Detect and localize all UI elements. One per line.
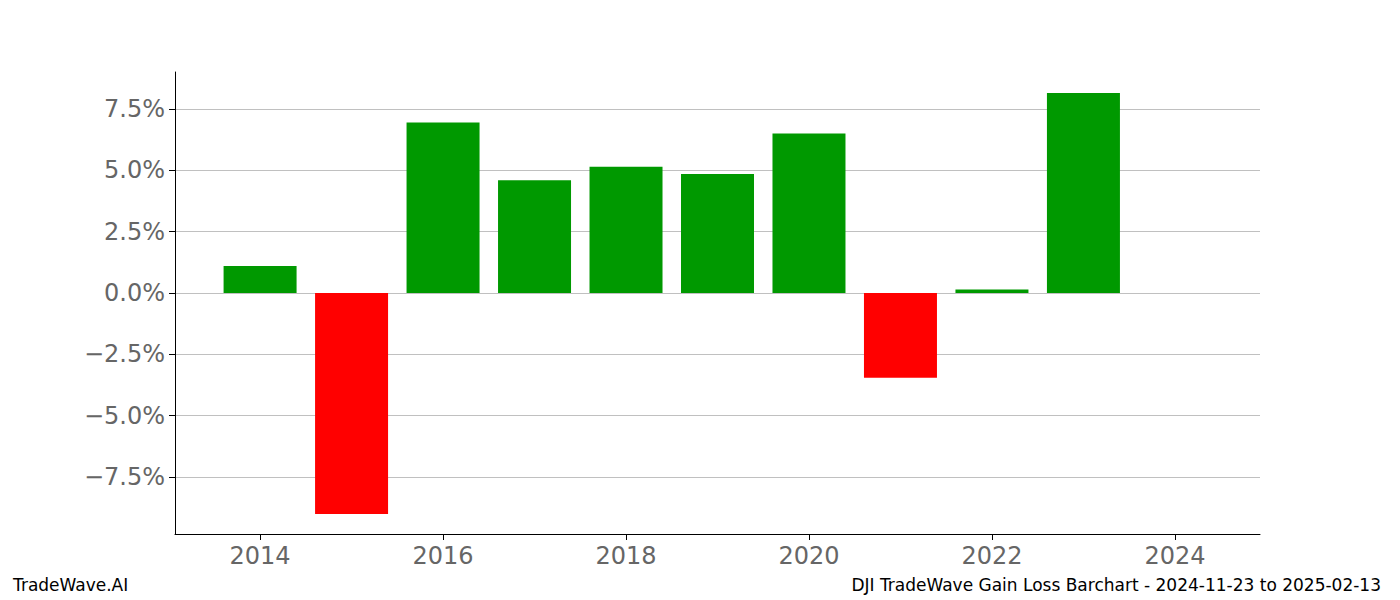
svg-text:−2.5%: −2.5% [84,340,165,368]
svg-text:2.5%: 2.5% [104,218,165,246]
svg-text:2022: 2022 [961,542,1022,570]
svg-text:7.5%: 7.5% [104,95,165,123]
svg-text:2020: 2020 [778,542,839,570]
svg-text:2016: 2016 [413,542,474,570]
svg-text:0.0%: 0.0% [104,279,165,307]
svg-text:2014: 2014 [230,542,291,570]
svg-text:DJI TradeWave Gain Loss Barcha: DJI TradeWave Gain Loss Barchart - 2024-… [851,575,1381,595]
svg-text:TradeWave.AI: TradeWave.AI [12,575,128,595]
svg-text:2018: 2018 [595,542,656,570]
svg-text:5.0%: 5.0% [104,156,165,184]
svg-text:2024: 2024 [1144,542,1205,570]
svg-text:−5.0%: −5.0% [84,402,165,430]
svg-text:−7.5%: −7.5% [84,463,165,491]
